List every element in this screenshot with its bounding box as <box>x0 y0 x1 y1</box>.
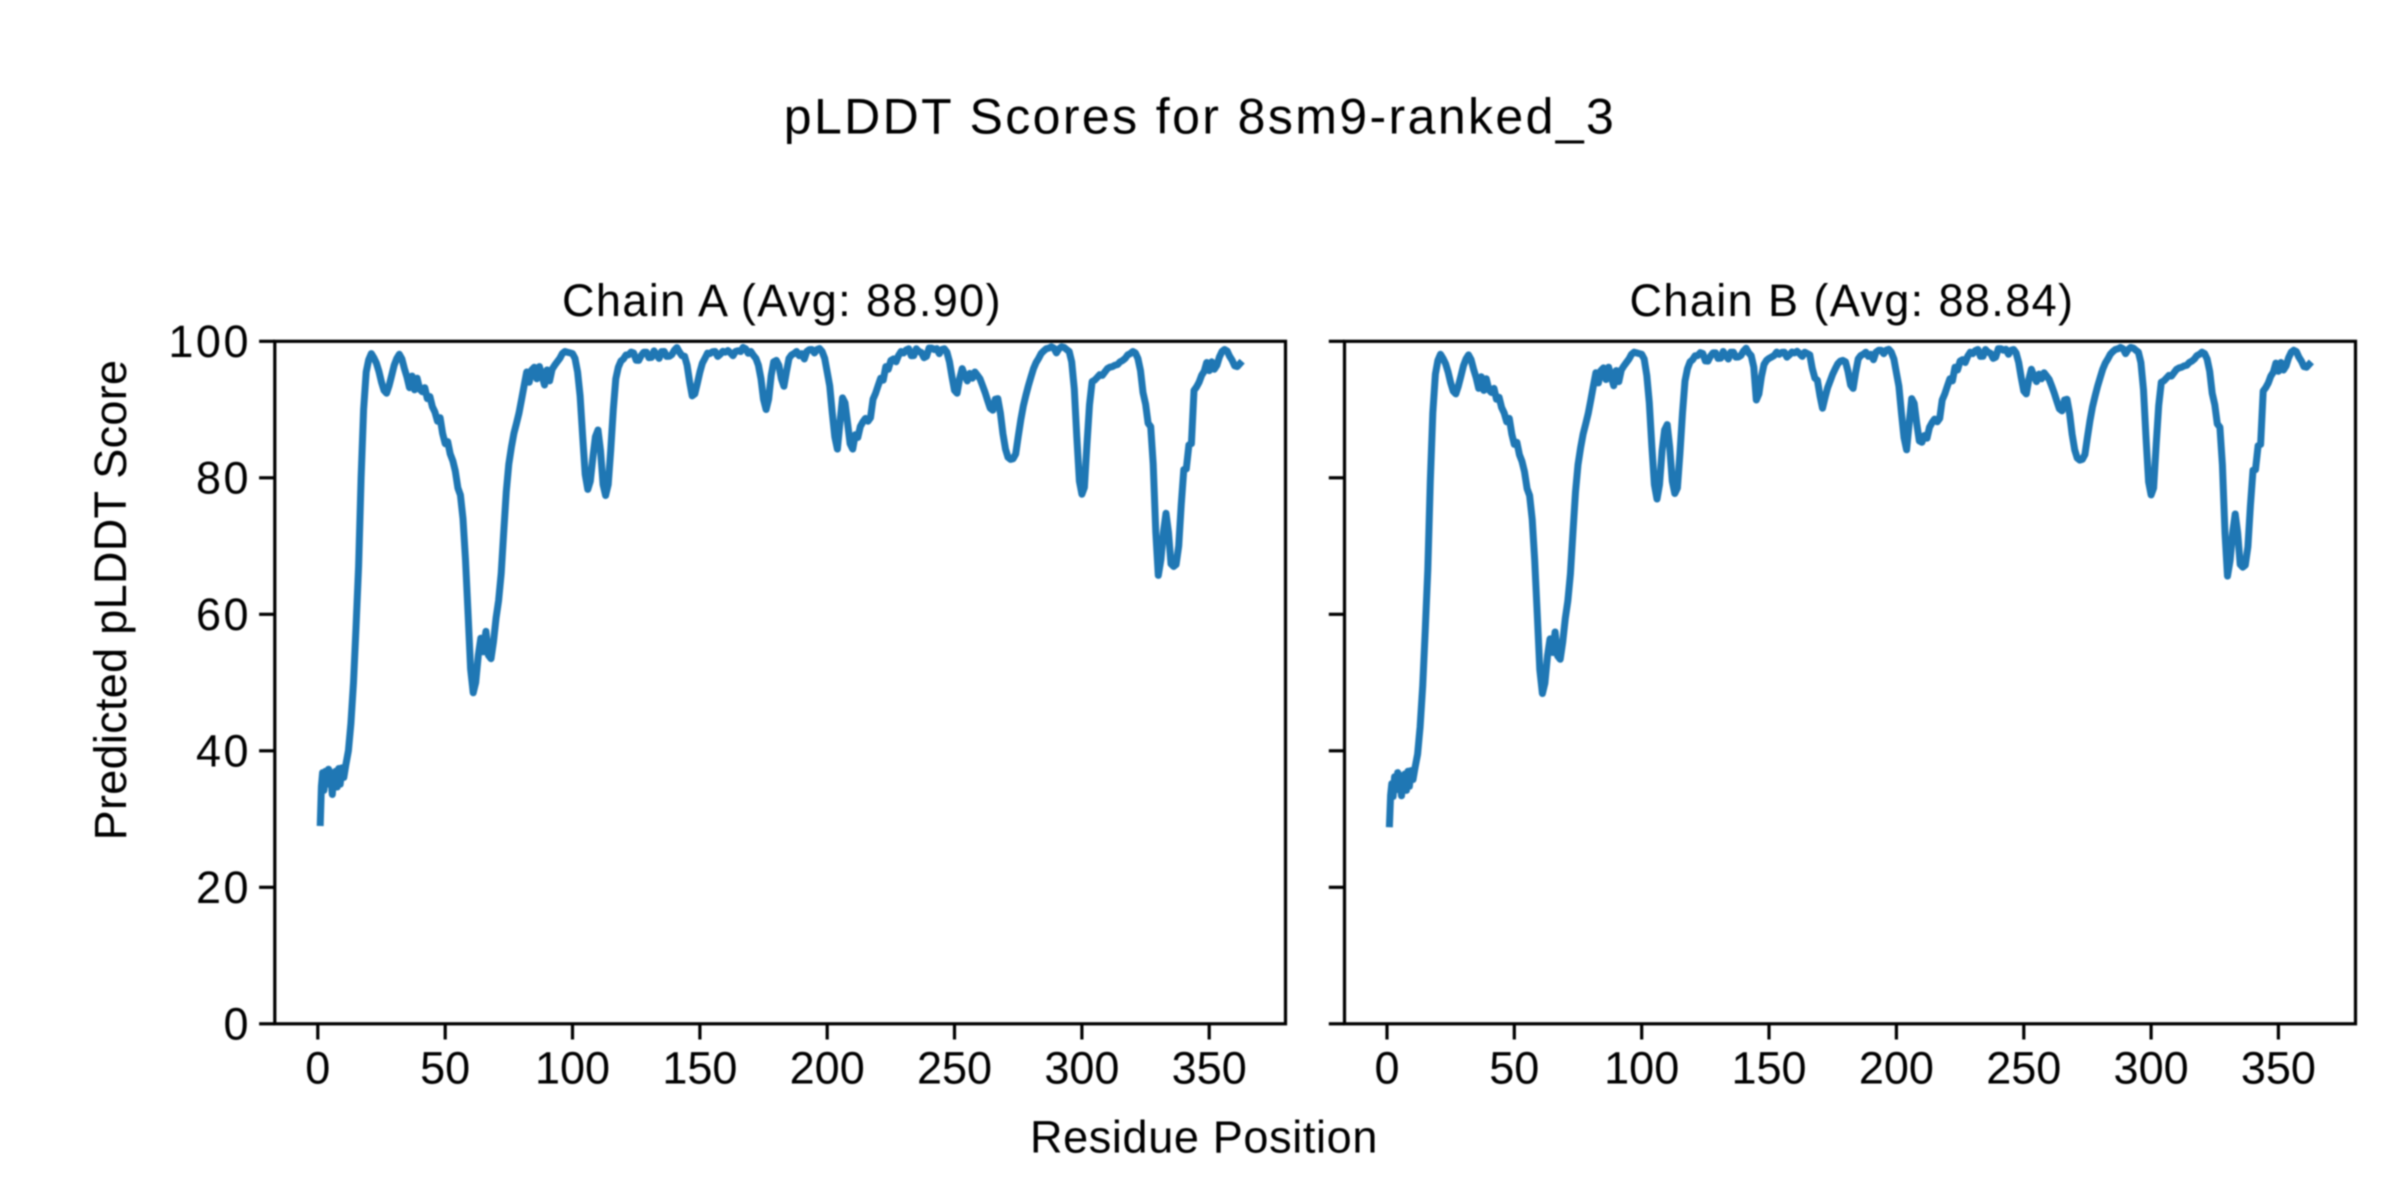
svg-text:pLDDT Scores for 8sm9-ranked_3: pLDDT Scores for 8sm9-ranked_3 <box>784 89 1617 145</box>
svg-text:350: 350 <box>1172 1043 1247 1094</box>
svg-text:50: 50 <box>420 1043 470 1094</box>
svg-text:0: 0 <box>1374 1043 1399 1094</box>
svg-text:0: 0 <box>305 1043 330 1094</box>
svg-text:200: 200 <box>1859 1043 1934 1094</box>
svg-text:300: 300 <box>1044 1043 1119 1094</box>
svg-text:100: 100 <box>168 316 251 367</box>
svg-text:40: 40 <box>196 725 251 776</box>
svg-text:150: 150 <box>1731 1043 1806 1094</box>
svg-text:300: 300 <box>2114 1043 2189 1094</box>
svg-text:100: 100 <box>535 1043 610 1094</box>
svg-text:0: 0 <box>223 998 251 1049</box>
svg-text:50: 50 <box>1489 1043 1539 1094</box>
svg-text:60: 60 <box>196 589 251 640</box>
svg-text:250: 250 <box>1986 1043 2061 1094</box>
svg-text:200: 200 <box>790 1043 865 1094</box>
svg-text:350: 350 <box>2241 1043 2316 1094</box>
svg-text:250: 250 <box>917 1043 992 1094</box>
svg-text:20: 20 <box>196 862 251 913</box>
svg-text:Residue Position: Residue Position <box>1030 1111 1378 1162</box>
svg-text:150: 150 <box>662 1043 737 1094</box>
svg-text:80: 80 <box>196 452 251 503</box>
svg-text:Chain B (Avg: 88.84): Chain B (Avg: 88.84) <box>1630 275 2075 326</box>
svg-text:Predicted pLDDT Score: Predicted pLDDT Score <box>85 360 136 841</box>
svg-text:100: 100 <box>1604 1043 1679 1094</box>
svg-text:Chain A (Avg: 88.90): Chain A (Avg: 88.90) <box>562 275 1002 326</box>
